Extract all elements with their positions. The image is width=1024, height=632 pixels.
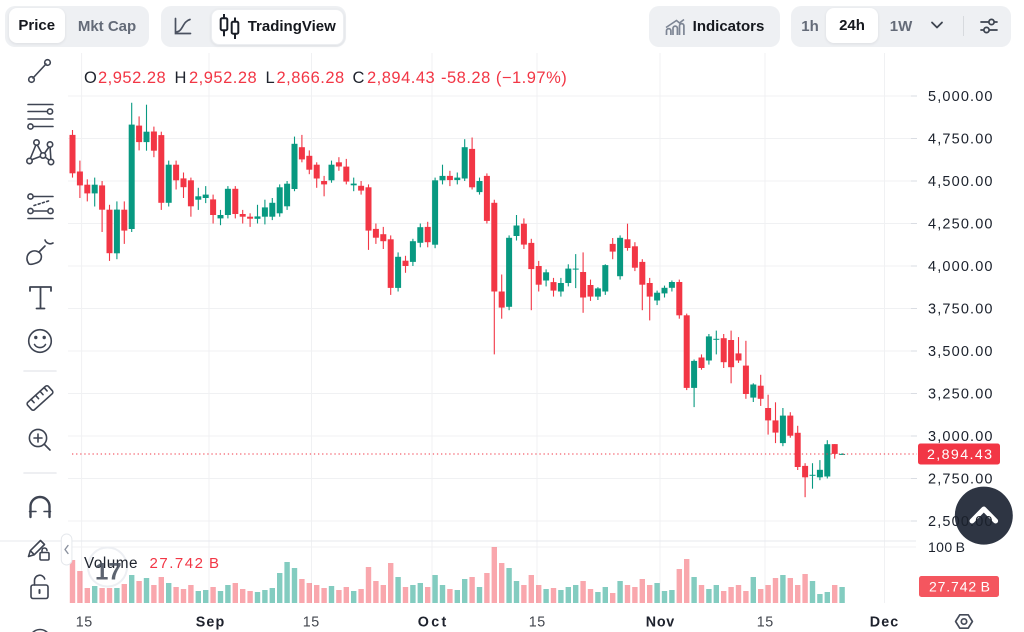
svg-text:4,500.00: 4,500.00 — [928, 174, 993, 190]
svg-text:17: 17 — [95, 559, 122, 586]
svg-text:3,000.00: 3,000.00 — [928, 429, 993, 445]
svg-text:15: 15 — [76, 615, 93, 631]
svg-text:Oct: Oct — [418, 615, 447, 631]
svg-text:100 B: 100 B — [928, 539, 965, 555]
svg-text:Volume: Volume — [84, 555, 138, 572]
svg-text:2,894.43: 2,894.43 — [927, 447, 992, 463]
svg-text:3,750.00: 3,750.00 — [928, 302, 993, 318]
svg-text:3,250.00: 3,250.00 — [928, 387, 993, 403]
svg-text:2,750.00: 2,750.00 — [928, 472, 993, 488]
svg-text:27.742 B: 27.742 B — [929, 578, 990, 594]
svg-text:15: 15 — [303, 615, 320, 631]
svg-text:27.742 B: 27.742 B — [150, 555, 220, 572]
svg-text:2,500.00: 2,500.00 — [928, 514, 993, 530]
svg-text:15: 15 — [757, 615, 774, 631]
svg-text:Dec: Dec — [870, 615, 899, 631]
svg-text:Nov: Nov — [646, 615, 675, 631]
svg-text:4,000.00: 4,000.00 — [928, 259, 993, 275]
svg-text:3,500.00: 3,500.00 — [928, 344, 993, 360]
svg-text:5,000.00: 5,000.00 — [928, 89, 993, 105]
svg-text:4,250.00: 4,250.00 — [928, 217, 993, 233]
svg-text:4,750.00: 4,750.00 — [928, 132, 993, 148]
svg-text:Sep: Sep — [196, 615, 225, 631]
svg-text:15: 15 — [529, 615, 546, 631]
